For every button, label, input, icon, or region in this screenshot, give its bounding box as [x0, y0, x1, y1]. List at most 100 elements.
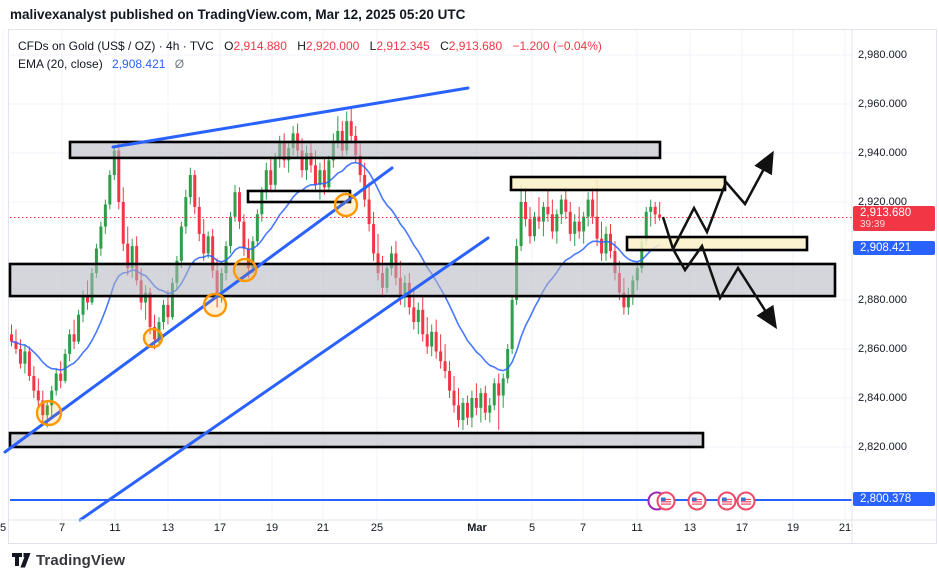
candle-body — [251, 241, 255, 269]
price-axis-label: 2,940.000 — [858, 147, 907, 159]
candle-body — [23, 351, 27, 364]
candle-body — [193, 175, 197, 207]
candle-body — [524, 202, 528, 220]
candle-body — [555, 214, 559, 232]
candle-body — [18, 349, 22, 364]
support-zone-bottom — [8, 431, 705, 449]
legend-indicator-row[interactable]: EMA (20, close) 2,908.421 Ø — [18, 55, 184, 73]
us-flag-event-icon[interactable] — [687, 491, 707, 511]
flag-field — [741, 497, 751, 505]
legend-symbol-row[interactable]: CFDs on Gold (US$ / OZ) · 4h · TVC O2,91… — [18, 37, 602, 55]
candle-body — [161, 304, 165, 323]
candle-body — [10, 334, 13, 342]
candle-body — [36, 390, 40, 401]
candle-body — [229, 216, 233, 247]
candle-body — [595, 216, 599, 239]
candle-body — [345, 121, 349, 151]
candle-body — [94, 248, 98, 274]
time-axis-label: 11 — [109, 522, 121, 534]
flag-canton — [692, 497, 697, 502]
us-flag-event-icon[interactable] — [736, 491, 756, 511]
us-flag-event-icon[interactable] — [656, 491, 676, 511]
candle-body — [532, 216, 536, 237]
candle-body — [255, 214, 259, 242]
candle-body — [45, 405, 49, 416]
candle-body — [591, 199, 595, 217]
projection-arrows — [661, 150, 778, 330]
candle-body — [573, 221, 577, 234]
ohlc-close-value: 2,913.680 — [448, 39, 503, 53]
trendline-touch-circle — [333, 192, 359, 218]
publish-header: malivexanalyst published on TradingView.… — [10, 7, 466, 22]
ema-badge-value: 2,908.421 — [860, 242, 912, 254]
time-axis-label: 17 — [213, 522, 227, 534]
candle-body — [130, 246, 134, 269]
candle-body — [506, 349, 510, 379]
candle-body — [586, 199, 590, 217]
candle-body — [242, 221, 246, 249]
flag-stripe — [661, 498, 671, 501]
flag-stripe — [692, 501, 702, 503]
trendline-touch-circle — [202, 292, 228, 318]
candle-body — [541, 206, 545, 222]
trendline-touch-circle — [232, 257, 258, 283]
candle-body — [85, 295, 89, 303]
time-axis-label: 21 — [316, 522, 330, 534]
time-axis-label: 19 — [265, 522, 279, 534]
bullish-projection-arrow — [671, 150, 774, 250]
candle-body — [622, 292, 626, 308]
ohlc-open-key: O — [224, 39, 234, 53]
candle-body — [559, 199, 563, 215]
candle-body — [327, 160, 331, 188]
candle-body — [510, 300, 514, 349]
price-axis-label: 2,840.000 — [858, 392, 907, 404]
candle-body — [367, 199, 371, 225]
candle-body — [237, 192, 241, 222]
candle-body — [550, 214, 554, 232]
candle-body — [479, 393, 483, 408]
price-axis-label: 2,820.000 — [858, 441, 907, 453]
candle-body — [126, 243, 130, 269]
candle-body — [465, 402, 469, 418]
candle-body — [421, 309, 425, 335]
ohlc-low-key: L — [369, 39, 377, 53]
ema-price-badge: 2,908.421 — [853, 241, 935, 255]
candle-body — [206, 236, 210, 254]
economic-event-icons[interactable] — [647, 491, 756, 511]
candle-body — [568, 211, 572, 234]
last-price-value: 2,913.680 — [860, 207, 912, 219]
us-flag-event-icon[interactable] — [717, 491, 737, 511]
candle-body — [63, 353, 67, 381]
ohlc-open-value: 2,914.880 — [233, 39, 287, 53]
axis-separators — [8, 30, 937, 544]
price-axis-label: 2,860.000 — [858, 343, 907, 355]
candle-body — [528, 219, 532, 237]
trendline-touch-circle — [142, 327, 164, 349]
time-axis-label: 7 — [58, 522, 66, 534]
tradingview-logo[interactable]: TradingView — [12, 552, 125, 569]
candle-body — [188, 175, 192, 198]
time-axis-label: 5 — [528, 522, 536, 534]
ema-value: 2,908.421 — [112, 57, 166, 71]
candle-body — [211, 236, 215, 271]
ohlc-high-key: H — [297, 39, 306, 53]
candle-body — [488, 405, 492, 413]
candle-body — [582, 216, 586, 232]
price-axis-label: 2,960.000 — [858, 98, 907, 110]
candle-body — [658, 214, 662, 218]
candle-body — [497, 383, 501, 396]
highlight-circles — [35, 192, 359, 427]
tradingview-logo-text: TradingView — [36, 552, 126, 569]
candle-body — [358, 155, 362, 176]
flag-field — [661, 497, 671, 505]
ema-label: EMA (20, close) — [18, 57, 103, 71]
hline-badge-value: 2,800.378 — [860, 493, 912, 505]
flag-field — [692, 497, 702, 505]
flag-canton — [741, 497, 746, 502]
supply-demand-zones — [8, 140, 837, 449]
resistance-zone-top — [68, 140, 662, 160]
candle-body — [273, 157, 277, 185]
flag-stripe — [741, 498, 751, 501]
candle-body — [305, 153, 309, 171]
